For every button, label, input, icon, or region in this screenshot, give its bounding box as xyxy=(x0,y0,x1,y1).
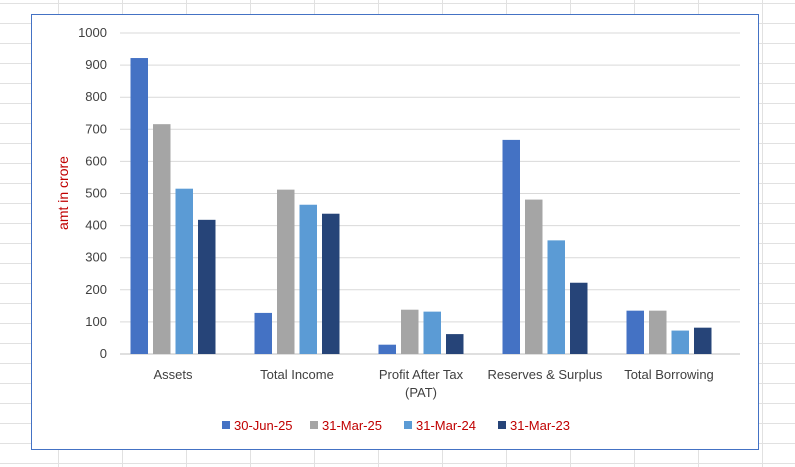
bar-31-Mar-23-4[interactable] xyxy=(694,327,712,354)
x-category-label: Total Income xyxy=(260,367,334,382)
legend-swatch xyxy=(310,421,318,429)
legend-entry: 31-Mar-25 xyxy=(322,418,382,433)
x-category-line: Total Income xyxy=(260,367,334,382)
legend-entry: 31-Mar-24 xyxy=(416,418,476,433)
bar-31-Mar-25-1[interactable] xyxy=(277,189,295,354)
legend: 30-Jun-25 31-Mar-25 31-Mar-24 31-Mar-23 xyxy=(222,418,570,433)
x-category-line: Profit After Tax xyxy=(379,367,464,382)
bar-30-Jun-25-4[interactable] xyxy=(626,310,645,354)
bar-30-Jun-25-3[interactable] xyxy=(502,139,521,354)
chart-area[interactable] xyxy=(31,14,759,450)
bar-31-Mar-24-0[interactable] xyxy=(175,188,194,354)
legend-swatch xyxy=(404,421,412,429)
bar-31-Mar-23-2[interactable] xyxy=(446,334,464,354)
bar-30-Jun-25-1[interactable] xyxy=(254,312,273,354)
bar-31-Mar-24-3[interactable] xyxy=(547,240,566,354)
bar-31-Mar-24-1[interactable] xyxy=(299,204,318,354)
y-tick-label: 800 xyxy=(85,89,107,104)
bar-31-Mar-25-4[interactable] xyxy=(649,310,667,354)
bar-31-Mar-25-3[interactable] xyxy=(525,199,543,354)
bar-31-Mar-23-3[interactable] xyxy=(570,282,588,354)
y-tick-label: 600 xyxy=(85,153,107,168)
bar-30-Jun-25-2[interactable] xyxy=(378,344,397,354)
x-category-label: Total Borrowing xyxy=(624,367,714,382)
x-category-label: Reserves & Surplus xyxy=(488,367,603,382)
gridlines xyxy=(120,32,740,355)
legend-entry: 31-Mar-23 xyxy=(510,418,570,433)
y-tick-label: 0 xyxy=(100,346,107,361)
y-tick-label: 700 xyxy=(85,121,107,136)
legend-entry: 30-Jun-25 xyxy=(234,418,293,433)
y-tick-label: 900 xyxy=(85,57,107,72)
bars xyxy=(130,58,712,355)
y-tick-label: 300 xyxy=(85,250,107,265)
x-category-label: Profit After Tax (PAT) xyxy=(379,367,464,400)
x-category-line: (PAT) xyxy=(405,385,437,400)
y-tick-label: 100 xyxy=(85,314,107,329)
bar-31-Mar-23-0[interactable] xyxy=(198,219,216,354)
bar-31-Mar-25-2[interactable] xyxy=(401,309,419,354)
x-category-line: Reserves & Surplus xyxy=(488,367,603,382)
bar-31-Mar-25-0[interactable] xyxy=(153,124,171,354)
x-category-line: Total Borrowing xyxy=(624,367,714,382)
y-axis-ticks: 0 100 200 300 400 500 600 700 800 900 1000 xyxy=(78,25,107,361)
bar-31-Mar-24-4[interactable] xyxy=(671,330,690,354)
bar-31-Mar-24-2[interactable] xyxy=(423,311,442,354)
y-tick-label: 400 xyxy=(85,218,107,233)
legend-swatch xyxy=(498,421,506,429)
x-category-line: Assets xyxy=(153,367,193,382)
legend-swatch xyxy=(222,421,230,429)
bar-31-Mar-23-1[interactable] xyxy=(322,213,340,354)
y-tick-label: 1000 xyxy=(78,25,107,40)
x-category-label: Assets xyxy=(153,367,193,382)
bar-30-Jun-25-0[interactable] xyxy=(130,58,149,355)
y-axis-label: amt in crore xyxy=(55,156,71,230)
y-tick-label: 500 xyxy=(85,186,107,201)
x-axis-categories: Assets Total Income Profit After Tax (PAT) R… xyxy=(153,367,713,400)
y-tick-label: 200 xyxy=(85,282,107,297)
